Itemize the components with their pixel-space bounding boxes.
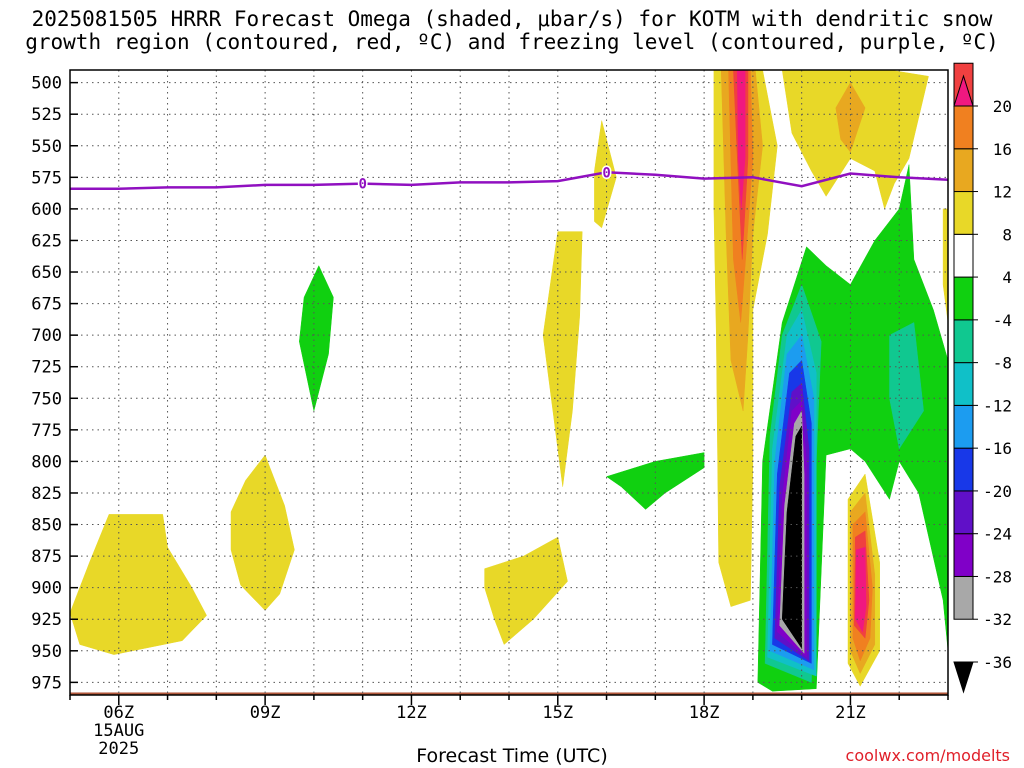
colorbar-cell — [953, 191, 974, 235]
freezing-level-contour — [70, 171, 949, 190]
colorbar-cell — [953, 533, 974, 577]
y-tick-label: 975 — [31, 673, 62, 693]
omega-region-0 — [70, 514, 207, 655]
colorbar-label: 4 — [1002, 268, 1012, 287]
colorbar-cell — [953, 233, 974, 278]
colorbar-cell — [953, 404, 974, 449]
title-line-1: 2025081505 HRRR Forecast Omega (shaded, … — [31, 7, 993, 31]
colorbar-cell — [953, 105, 974, 150]
omega-region-2 — [299, 265, 334, 412]
colorbar-label: -36 — [983, 653, 1012, 672]
colorbar-cell — [953, 276, 974, 321]
freezing-level-label: 0 — [358, 177, 366, 193]
colorbar-cell — [953, 148, 974, 193]
y-tick-label: 800 — [31, 452, 62, 472]
freezing-level-layer: 00 — [70, 164, 949, 194]
y-tick-label: 500 — [31, 74, 62, 94]
colorbar-label: 8 — [1002, 225, 1012, 244]
y-axis: 500 525 550 575 600 625 650 675 700 725 750 775 800 8… — [31, 74, 78, 693]
x-tick-label: 06Z — [103, 703, 134, 723]
colorbar-label: -32 — [983, 610, 1012, 629]
colorbar-cell — [953, 661, 974, 694]
omega-region-13 — [835, 82, 866, 153]
y-tick-label: 575 — [31, 168, 62, 188]
y-tick-label: 825 — [31, 484, 62, 504]
omega-region-6 — [606, 452, 705, 510]
x-tick-label: 09Z — [250, 703, 281, 723]
colorbar-label: -28 — [983, 567, 1012, 586]
grid-layer — [69, 70, 949, 695]
colorbar-cell — [953, 74, 974, 107]
colorbar-label: -16 — [983, 439, 1012, 458]
omega-region-28 — [855, 547, 867, 633]
colorbar-label: -24 — [983, 525, 1012, 544]
y-tick-label: 625 — [31, 231, 62, 251]
y-tick-label: 775 — [31, 421, 62, 441]
y-tick-label: 550 — [31, 137, 62, 157]
y-tick-label: 725 — [31, 358, 62, 378]
omega-region-4 — [542, 231, 583, 487]
ground-surface — [70, 692, 948, 695]
y-tick-label: 850 — [31, 516, 62, 536]
credit-link[interactable]: coolwx.com/modelts — [845, 746, 1010, 765]
colorbar-cell — [953, 319, 974, 364]
ground-layer — [70, 692, 948, 695]
colorbar-label: -20 — [983, 482, 1012, 501]
omega-region-3 — [484, 536, 568, 645]
colorbar-cell — [953, 362, 974, 406]
x-date-label: 15AUG — [93, 721, 144, 741]
x-tick-label: 15Z — [542, 703, 573, 723]
colorbar-cell — [953, 447, 974, 492]
colorbar-label: 12 — [993, 183, 1012, 202]
x-tick-label: 21Z — [835, 703, 866, 723]
y-tick-label: 900 — [31, 579, 62, 599]
omega-shading-layer — [70, 70, 948, 692]
chart-title: 2025081505 HRRR Forecast Omega (shaded, … — [0, 8, 1024, 54]
y-tick-label: 675 — [31, 295, 62, 315]
omega-region-1 — [230, 454, 295, 611]
colorbar-label: 16 — [993, 140, 1012, 159]
colorbar: 20 16 12 8 4 -4 -8 -12 -16 -20 -24 -28 -32 -36 — [953, 62, 1012, 694]
omega-region-11 — [737, 70, 746, 210]
freezing-level-label: 0 — [602, 165, 610, 181]
colorbar-label: -8 — [993, 354, 1012, 373]
colorbar-label: 20 — [993, 97, 1012, 116]
y-tick-label: 600 — [31, 200, 62, 220]
x-tick-label: 18Z — [689, 703, 720, 723]
omega-region-16 — [889, 322, 924, 450]
omega-region-29 — [942, 208, 948, 323]
colorbar-cell — [953, 490, 974, 535]
y-tick-label: 525 — [31, 105, 62, 125]
y-tick-label: 750 — [31, 389, 62, 409]
x-tick-label: 12Z — [396, 703, 427, 723]
y-tick-label: 925 — [31, 610, 62, 630]
x-date-label: 2025 — [98, 739, 139, 759]
colorbar-label: -12 — [983, 396, 1012, 415]
y-tick-label: 650 — [31, 263, 62, 283]
y-tick-label: 950 — [31, 642, 62, 662]
omega-region-5 — [594, 120, 617, 229]
title-line-2: growth region (contoured, red, ºC) and f… — [25, 30, 999, 54]
y-tick-label: 875 — [31, 547, 62, 567]
colorbar-cell — [953, 575, 974, 620]
y-tick-label: 700 — [31, 326, 62, 346]
x-axis-label: Forecast Time (UTC) — [416, 745, 608, 767]
colorbar-label: -4 — [993, 311, 1012, 330]
